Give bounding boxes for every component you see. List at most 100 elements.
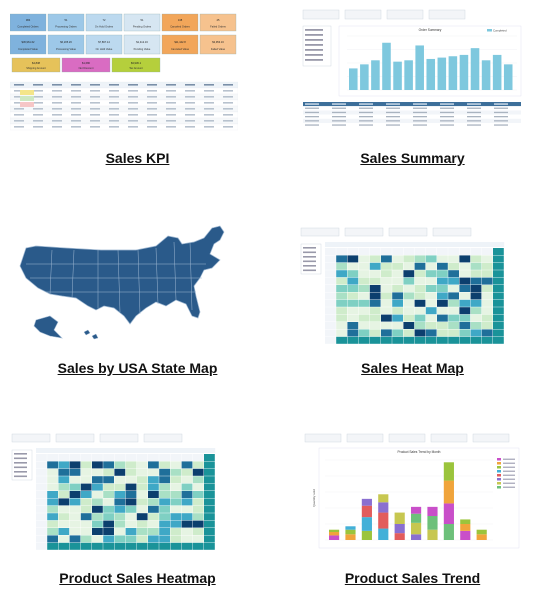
heat-cell — [347, 299, 359, 307]
report-card-sales-summary[interactable]: Order Summary Completed Sales Summary — [275, 0, 550, 195]
main-region-shape — [19, 225, 225, 325]
sales-kpi-thumbnail[interactable]: 384 Completed Orders 51 Processing Orders 72… — [10, 10, 238, 134]
heat-cell — [92, 491, 103, 498]
table-cell — [185, 102, 195, 104]
table-cell — [166, 102, 176, 104]
stacked-bar-segment — [329, 535, 340, 540]
stacked-bar-segment — [361, 517, 372, 531]
kpi-tile-value: 72 — [103, 18, 106, 22]
heat-cell — [58, 454, 70, 461]
heat-cell — [114, 535, 126, 543]
heat-cell — [159, 461, 170, 469]
table-cell — [90, 102, 100, 104]
heat-cell — [392, 329, 403, 337]
table-cell — [413, 107, 427, 109]
heat-cell — [381, 277, 392, 285]
product-sales-heatmap-link[interactable]: Product Sales Heatmap — [59, 570, 216, 586]
usa-map-link[interactable]: Sales by USA State Map — [57, 360, 218, 376]
report-card-sales-kpi[interactable]: 384 Completed Orders 51 Processing Orders 72… — [0, 0, 275, 195]
table-cell — [332, 103, 346, 105]
heat-cell — [92, 483, 103, 491]
heat-cell — [204, 454, 215, 461]
heat-cell — [403, 277, 415, 285]
heat-cell — [381, 307, 392, 315]
heat-cell — [136, 535, 148, 543]
status-list-item — [14, 475, 27, 478]
heat-cell — [470, 277, 482, 285]
heat-cell — [36, 513, 47, 521]
report-card-usa-map[interactable]: Sales by USA State Map — [0, 200, 275, 395]
table-cell — [386, 120, 400, 122]
product-sales-trend-link[interactable]: Product Sales Trend — [344, 570, 481, 586]
kpi-tile-label: Processing Value — [56, 47, 77, 51]
sales-heat-map-thumbnail[interactable] — [299, 226, 525, 348]
sales-heat-map-link[interactable]: Sales Heat Map — [361, 360, 464, 376]
report-card-sales-heat-map[interactable]: Sales Heat Map — [275, 200, 550, 395]
sales-kpi-link[interactable]: Sales KPI — [105, 150, 170, 166]
heat-cell — [381, 329, 392, 337]
table-cell — [90, 84, 100, 86]
heat-cell — [347, 307, 359, 315]
heat-cell — [204, 535, 215, 543]
kpi-tile-value: $11,442.8 — [174, 40, 186, 44]
heat-cell — [204, 520, 215, 528]
heat-cell — [170, 468, 182, 476]
table-cell — [305, 103, 319, 105]
heat-cell — [114, 454, 126, 461]
report-card-product-sales-heatmap[interactable]: Product Sales Heatmap — [0, 400, 275, 601]
heat-cell — [336, 292, 347, 300]
heat-cell — [336, 277, 347, 285]
report-card-product-sales-trend[interactable]: Product Sales Trend by Month Quantity sol… — [275, 400, 550, 601]
table-cell — [71, 126, 81, 128]
table-cell — [71, 96, 81, 98]
heat-cell — [448, 277, 459, 285]
filter-box — [344, 227, 384, 237]
heat-cell — [181, 468, 193, 476]
kpi-tile-value: $3,936.1 — [131, 61, 142, 65]
heat-cell — [36, 505, 47, 513]
heat-cell — [358, 322, 370, 329]
kpi-tile-bg — [10, 34, 47, 55]
kpi-tile-value: $6,205.26 — [60, 40, 72, 44]
legend-label-bar — [503, 458, 515, 460]
table-cell — [305, 120, 319, 122]
table-cell — [33, 96, 43, 98]
table-cell — [14, 96, 24, 98]
kpi-tile-value: $36,961.62 — [22, 40, 36, 44]
heat-cell — [358, 277, 370, 285]
filter-box — [388, 227, 428, 237]
filter-box — [302, 9, 340, 20]
heat-cell — [369, 262, 381, 270]
heat-cell — [381, 255, 392, 263]
heat-cell — [403, 248, 415, 255]
table-cell — [166, 126, 176, 128]
table-cell — [494, 120, 508, 122]
heat-cell — [448, 307, 459, 315]
sales-summary-thumbnail[interactable]: Order Summary Completed — [299, 8, 525, 128]
kpi-tile-bg — [47, 13, 85, 32]
table-cell — [166, 90, 176, 92]
heat-cell — [425, 322, 437, 329]
heat-cell — [481, 307, 493, 315]
heat-cell — [358, 307, 370, 315]
table-cell — [494, 111, 508, 114]
heat-cell — [159, 468, 170, 476]
table-cell — [33, 84, 43, 86]
heat-title-bar — [325, 242, 505, 247]
heat-cell — [392, 270, 403, 278]
table-cell — [14, 126, 24, 128]
product-sales-trend-thumbnail[interactable]: Product Sales Trend by Month Quantity sol… — [299, 432, 525, 554]
heat-cell — [170, 454, 182, 461]
heat-cell — [58, 513, 70, 521]
heat-cell — [437, 255, 448, 263]
table-cell — [386, 107, 400, 109]
status-list-item — [305, 54, 323, 56]
heat-cell — [493, 277, 504, 285]
sales-summary-link[interactable]: Sales Summary — [360, 150, 465, 166]
product-heat-map-thumbnail[interactable] — [10, 432, 236, 554]
heat-cell — [204, 498, 215, 506]
usa-map-thumbnail[interactable] — [6, 220, 246, 345]
heat-cell — [358, 292, 370, 300]
filter-box — [430, 433, 468, 443]
